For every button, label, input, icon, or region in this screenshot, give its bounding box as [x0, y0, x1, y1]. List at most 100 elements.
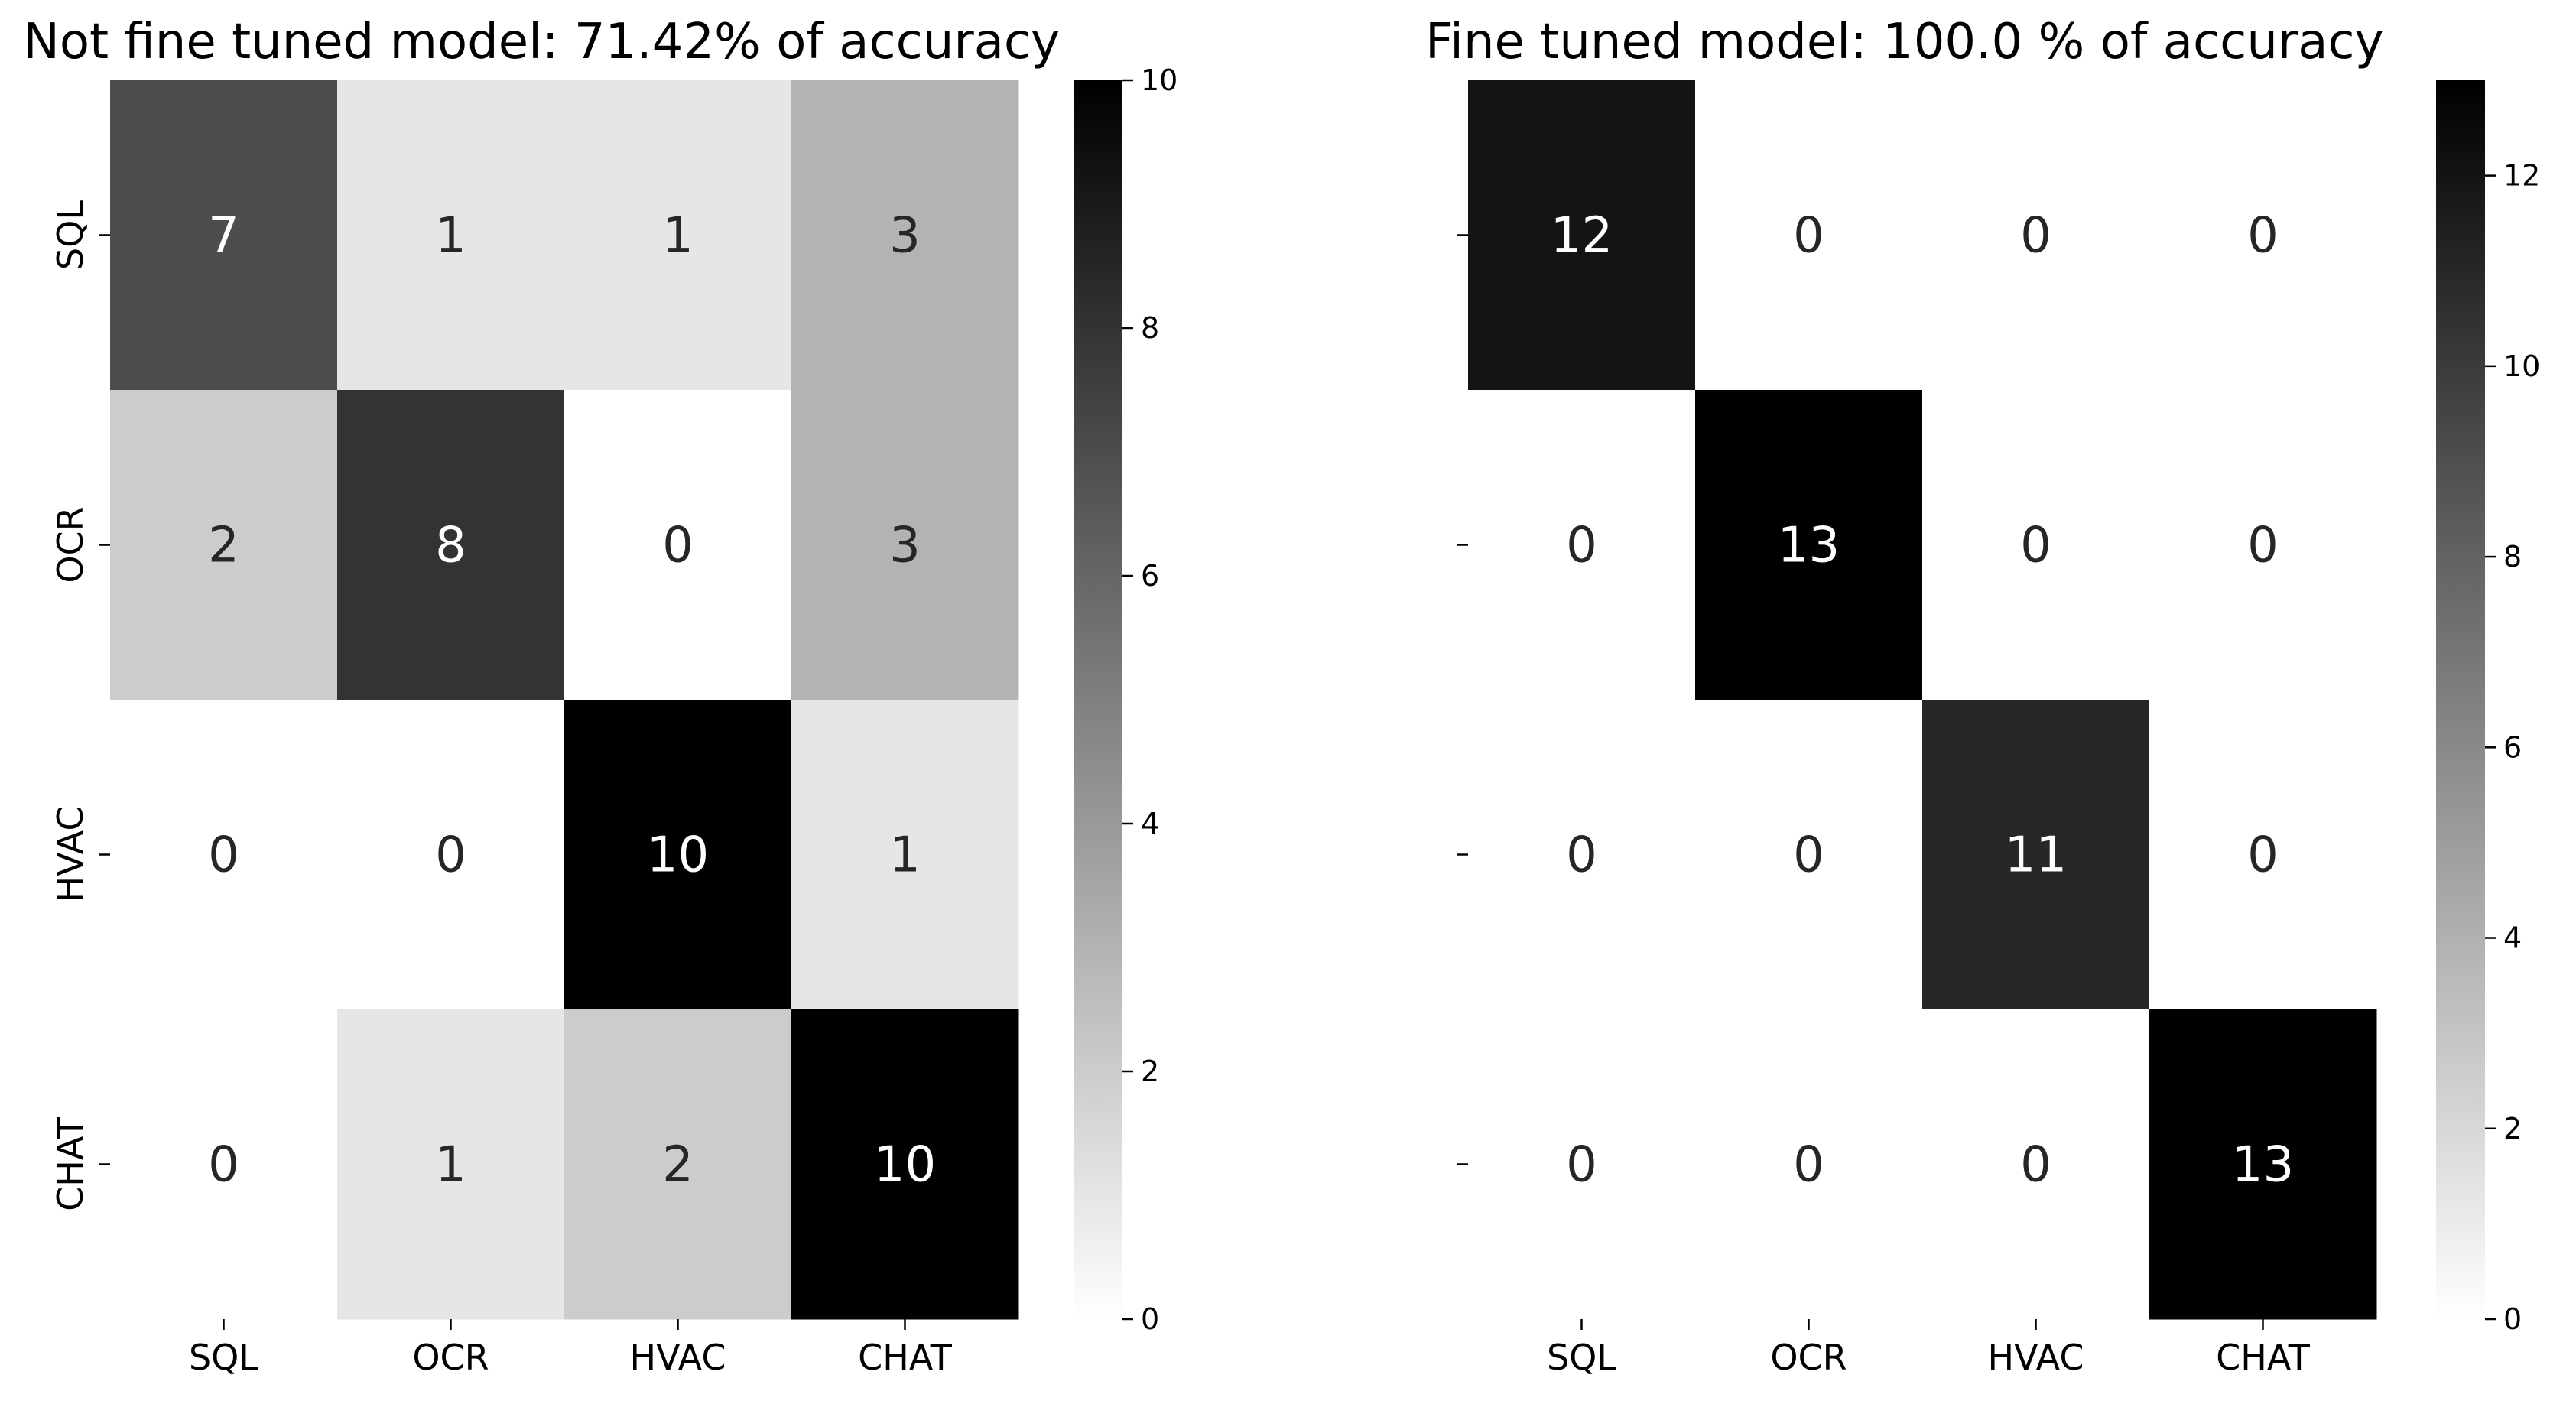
cell-value-label: 0	[1566, 827, 1597, 884]
cell-value-label: 0	[2247, 518, 2279, 574]
y-tick-label: CHAT	[50, 1116, 91, 1211]
cell-value-label: 0	[2247, 208, 2279, 265]
heatmap-cell	[1922, 80, 2150, 391]
heatmap-cell	[1468, 390, 1696, 700]
cell-value-label: 13	[2232, 1137, 2294, 1194]
cell-value-label: 8	[435, 518, 466, 574]
heatmap-cell	[791, 390, 1019, 700]
cell-value-label: 0	[2020, 208, 2051, 265]
cell-value-label: 0	[1793, 208, 1824, 265]
cell-value-label: 0	[1793, 1137, 1824, 1194]
heatmap-cells-left: 7 1 1 32 8 0 30 0 10 10 1 2 10	[110, 80, 1019, 1320]
colorbar-tick-label: 12	[2503, 159, 2540, 193]
x-tick-label: CHAT	[858, 1337, 953, 1378]
colorbar-tick-label: 6	[2503, 730, 2522, 764]
heatmap-panel-right: Fine tuned model: 100.0 % of accuracy 12…	[1425, 14, 2540, 1378]
cell-value-label: 0	[435, 827, 466, 884]
cell-value-label: 11	[2005, 827, 2067, 884]
heatmap-cell	[564, 80, 792, 391]
heatmap-cell	[1922, 1009, 2150, 1320]
heatmap-cell	[1468, 80, 1696, 391]
heatmap-cell	[110, 390, 338, 700]
x-tick-label: OCR	[1770, 1337, 1847, 1378]
colorbar-gradient-right	[2436, 80, 2485, 1319]
cell-value-label: 1	[662, 208, 694, 265]
heatmap-panel-left: Not fine tuned model: 71.42% of accuracy…	[23, 14, 1178, 1378]
heatmap-cell	[110, 1009, 338, 1320]
colorbar-left: 0 2 4 6 8 10	[1074, 63, 1178, 1336]
cell-value-label: 0	[2020, 1137, 2051, 1194]
y-tick-label: OCR	[50, 506, 91, 583]
heatmap-cell	[1922, 390, 2150, 700]
heatmap-cell	[1695, 700, 1923, 1010]
cell-value-label: 3	[889, 518, 921, 574]
cell-value-label: 1	[889, 827, 921, 884]
heatmap-cells-right: 12 0 0 0 0 13 0 0 0 0 11 0 0 0 0 13	[1468, 80, 2377, 1320]
cell-value-label: 10	[874, 1137, 936, 1194]
cell-value-label: 0	[208, 1137, 239, 1194]
heatmap-cell	[1695, 80, 1923, 391]
colorbar-tick-label: 10	[2503, 349, 2540, 383]
heatmap-cell	[337, 1009, 565, 1320]
colorbar-tick-label: 4	[1141, 807, 1159, 840]
colorbar-tick-label: 0	[2503, 1302, 2522, 1336]
x-tick-label: HVAC	[1988, 1337, 2084, 1378]
heatmap-cell	[564, 1009, 792, 1320]
cell-value-label: 0	[1793, 827, 1824, 884]
colorbar-tick-label: 2	[2503, 1112, 2522, 1146]
colorbar-tick-label: 8	[2503, 540, 2522, 574]
colorbar-right: 0 2 4 6 8 10 12	[2436, 80, 2540, 1336]
heatmap-cell	[337, 80, 565, 391]
heatmap-cell	[1468, 1009, 1696, 1320]
x-tick-label: SQL	[1547, 1337, 1616, 1378]
cell-value-label: 0	[2247, 827, 2279, 884]
x-tick-label: CHAT	[2216, 1337, 2311, 1378]
heatmap-cell	[110, 700, 338, 1010]
x-tick-label: OCR	[412, 1337, 489, 1378]
colorbar-tick-label: 4	[2503, 921, 2522, 955]
chart-title-left: Not fine tuned model: 71.42% of accuracy	[23, 14, 1060, 70]
cell-value-label: 0	[1566, 518, 1597, 574]
colorbar-tick-label: 10	[1141, 63, 1178, 97]
heatmap-cell	[791, 1009, 1019, 1320]
heatmap-axes-right: SQL OCR HVAC CHAT	[1457, 234, 2311, 1378]
cell-value-label: 12	[1551, 208, 1613, 265]
heatmap-cell	[2149, 390, 2377, 700]
colorbar-gradient-left	[1074, 80, 1122, 1319]
heatmap-cell	[1468, 700, 1696, 1010]
colorbar-tick-label: 0	[1141, 1302, 1159, 1336]
cell-value-label: 2	[662, 1137, 694, 1194]
heatmap-cell	[110, 80, 338, 391]
cell-value-label: 3	[889, 208, 921, 265]
cell-value-label: 10	[647, 827, 709, 884]
heatmap-cell	[1922, 700, 2150, 1010]
cell-value-label: 7	[208, 208, 239, 265]
cell-value-label: 0	[2020, 518, 2051, 574]
colorbar-tick-label: 8	[1141, 311, 1159, 345]
cell-value-label: 1	[435, 208, 466, 265]
heatmap-axes-left: SQL OCR HVAC CHAT SQL OCR HVAC CHAT	[50, 200, 953, 1378]
x-tick-label: HVAC	[630, 1337, 726, 1378]
colorbar-tick-label: 2	[1141, 1055, 1159, 1088]
heatmap-cell	[2149, 700, 2377, 1010]
heatmap-cell	[1695, 1009, 1923, 1320]
heatmap-cell	[2149, 80, 2377, 391]
cell-value-label: 0	[1566, 1137, 1597, 1194]
heatmap-cell	[564, 700, 792, 1010]
heatmap-cell	[564, 390, 792, 700]
colorbar-tick-label: 6	[1141, 559, 1159, 593]
cell-value-label: 1	[435, 1137, 466, 1194]
cell-value-label: 0	[208, 827, 239, 884]
cell-value-label: 2	[208, 518, 239, 574]
cell-value-label: 13	[1778, 518, 1840, 574]
x-tick-label: SQL	[189, 1337, 258, 1378]
heatmap-cell	[791, 80, 1019, 391]
cell-value-label: 0	[662, 518, 694, 574]
heatmap-cell	[2149, 1009, 2377, 1320]
heatmap-cell	[337, 390, 565, 700]
heatmap-cell	[337, 700, 565, 1010]
heatmap-cell	[1695, 390, 1923, 700]
y-tick-label: SQL	[50, 200, 91, 270]
chart-title-right: Fine tuned model: 100.0 % of accuracy	[1425, 14, 2383, 70]
